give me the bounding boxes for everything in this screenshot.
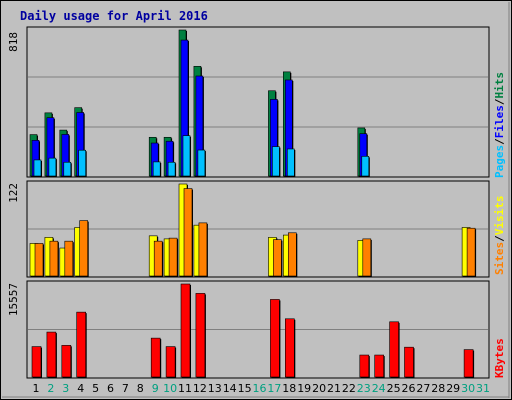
bar-sites-day-11 xyxy=(183,188,193,277)
legend-visits-sites: Sites/Visits xyxy=(493,196,506,276)
bar-pages-day-23 xyxy=(361,156,370,177)
x-tick-label: 17 xyxy=(267,382,281,395)
x-tick-label: 23 xyxy=(357,382,371,395)
x-tick-label: 14 xyxy=(223,382,237,395)
bar-kbytes-day-26 xyxy=(404,346,414,378)
bar-pages-day-10 xyxy=(167,161,176,177)
bar-kbytes-day-30 xyxy=(463,349,474,378)
x-tick-label: 9 xyxy=(152,382,159,395)
bar-sites-day-4 xyxy=(79,220,88,277)
x-tick-label: 16 xyxy=(253,382,267,395)
bar-kbytes-day-12 xyxy=(195,293,206,378)
x-tick-label: 3 xyxy=(62,382,69,395)
x-tick-label: 15 xyxy=(238,382,252,395)
svg-text:Pages/Files/Hits: Pages/Files/Hits xyxy=(493,72,506,178)
x-tick-label: 29 xyxy=(446,382,460,395)
x-tick-label: 7 xyxy=(122,382,129,395)
x-tick-label: 2 xyxy=(47,382,54,395)
panel-0-background xyxy=(26,26,490,178)
legend-sites: Sites xyxy=(493,242,506,275)
bar-pages-day-18 xyxy=(286,148,295,177)
bar-kbytes-day-23 xyxy=(359,354,370,378)
x-tick-label: 28 xyxy=(431,382,445,395)
x-tick-label: 25 xyxy=(387,382,401,395)
bar-kbytes-day-17 xyxy=(270,299,280,378)
legend-files: Files xyxy=(493,105,506,138)
bar-kbytes-day-18 xyxy=(284,318,295,378)
bar-pages-day-17 xyxy=(272,146,280,177)
bar-sites-day-9 xyxy=(153,240,163,277)
x-tick-label: 31 xyxy=(476,382,490,395)
x-tick-label: 11 xyxy=(178,382,192,395)
x-axis-labels: 1 2 3 4 5 6 7 8 9 10 11 12 13 14 15 16 17 18 19 20 21 22 23 24 2… xyxy=(33,382,491,395)
bar-kbytes-day-25 xyxy=(389,321,399,378)
bar-sites-day-30 xyxy=(466,227,476,277)
bar-kbytes-day-4 xyxy=(76,311,86,378)
bar-pages-day-3 xyxy=(63,161,72,177)
x-tick-label: 5 xyxy=(92,382,99,395)
legend-separator-2: / xyxy=(493,98,506,105)
legend-separator-1: / xyxy=(493,138,506,145)
bar-pages-day-2 xyxy=(48,157,57,177)
x-tick-label: 26 xyxy=(402,382,416,395)
bar-sites-day-23 xyxy=(362,238,372,277)
x-tick-label: 20 xyxy=(312,382,326,395)
chart-title: Daily usage for April 2016 xyxy=(20,9,208,23)
x-tick-label: 21 xyxy=(327,382,341,395)
x-tick-label: 27 xyxy=(416,382,430,395)
bar-pages-day-9 xyxy=(152,161,161,177)
x-tick-label: 10 xyxy=(163,382,177,395)
x-tick-label: 18 xyxy=(282,382,296,395)
legend-visits: Visits xyxy=(493,196,506,236)
bar-pages-day-11 xyxy=(182,135,191,177)
bar-pages-day-4 xyxy=(78,149,86,177)
bar-kbytes-day-11 xyxy=(180,283,191,378)
legend-hits-files-pages: Pages/Files/Hits xyxy=(493,72,506,178)
bar-kbytes-day-3 xyxy=(61,345,72,378)
bar-sites-day-1 xyxy=(34,243,44,277)
x-tick-label: 12 xyxy=(193,382,207,395)
legend-kbytes-text: KBytes xyxy=(493,338,506,378)
bar-sites-day-18 xyxy=(287,232,297,277)
bar-kbytes-day-9 xyxy=(150,337,161,378)
x-tick-label: 1 xyxy=(33,382,40,395)
bar-pages-day-1 xyxy=(33,159,42,177)
bar-kbytes-day-10 xyxy=(165,346,176,378)
bar-sites-day-3 xyxy=(64,240,74,277)
legend-separator-3: / xyxy=(493,235,506,242)
x-tick-label: 24 xyxy=(372,382,386,395)
bar-sites-day-10 xyxy=(168,237,178,277)
x-tick-label: 30 xyxy=(461,382,475,395)
x-tick-label: 4 xyxy=(77,382,84,395)
x-tick-label: 13 xyxy=(208,382,222,395)
legend-pages: Pages xyxy=(493,145,506,178)
bar-kbytes-day-24 xyxy=(374,354,385,378)
ymax-label-visits: 122 xyxy=(7,183,20,203)
bar-sites-day-2 xyxy=(49,240,59,277)
bar-sites-day-17 xyxy=(273,239,282,277)
legend-hits: Hits xyxy=(493,72,506,99)
chart-panels xyxy=(26,26,490,379)
x-tick-label: 19 xyxy=(297,382,311,395)
svg-text:Sites/Visits: Sites/Visits xyxy=(493,196,506,276)
legend-kbytes: KBytes xyxy=(493,338,506,378)
x-tick-label: 8 xyxy=(137,382,144,395)
bar-sites-day-12 xyxy=(198,222,208,277)
x-tick-label: 6 xyxy=(107,382,114,395)
bar-pages-day-12 xyxy=(197,149,206,177)
bar-kbytes-day-2 xyxy=(46,331,57,378)
ymax-label-kbytes: 15557 xyxy=(7,283,20,316)
chart-bars xyxy=(29,29,477,378)
bar-kbytes-day-1 xyxy=(31,346,42,378)
x-tick-label: 22 xyxy=(342,382,356,395)
ymax-label-hits: 818 xyxy=(7,32,20,52)
